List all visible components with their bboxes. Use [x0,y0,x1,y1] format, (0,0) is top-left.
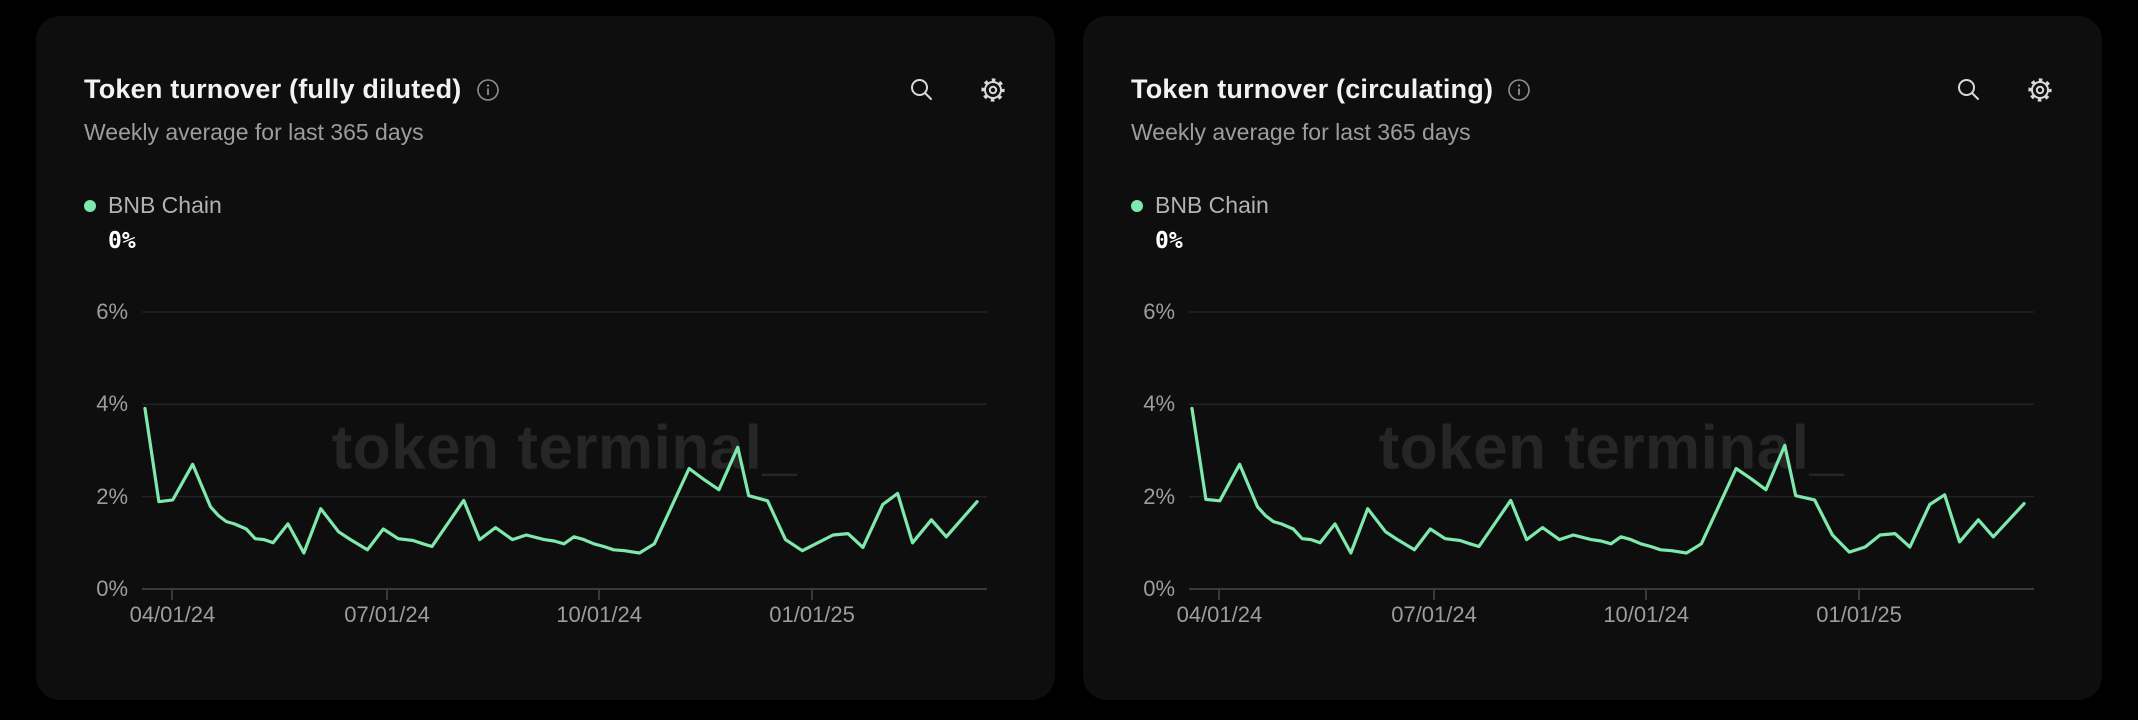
x-axis-tick [1218,589,1221,600]
card-header: Token turnover (fully diluted) [84,74,1007,105]
x-axis-tick [598,589,601,600]
card-token-turnover-fully-diluted: Token turnover (fully diluted) [36,16,1055,700]
x-axis-label: 01/01/25 [1816,602,1902,627]
x-axis-label: 04/01/24 [129,602,216,627]
x-axis-tick [1433,589,1436,600]
x-axis-label: 10/01/24 [1603,602,1689,627]
y-axis-label: 0% [1143,576,1175,601]
card-subtitle: Weekly average for last 365 days [1131,119,1471,145]
line-series-bnb-chain [145,409,977,554]
chart-circulating: 0% 2% 4% 6% token terminal_ 04/01/24 07/01/2… [1131,299,2034,645]
y-axis: 0% 2% 4% 6% [84,299,142,601]
y-axis-label: 2% [1143,483,1175,509]
x-axis-label: 10/01/24 [556,602,642,627]
plot-area[interactable]: token terminal_ [1189,311,2034,590]
y-axis-label: 4% [1143,391,1175,417]
x-axis-tick [1645,589,1648,600]
header-actions [908,76,1007,104]
chart-fully-diluted: 0% 2% 4% 6% token terminal_ 04/01/24 07/01/2… [84,299,987,645]
legend-dot-bnb-chain [1131,199,1143,212]
y-axis-label: 0% [96,576,128,601]
plot-area[interactable]: token terminal_ [142,311,987,590]
x-axis-tick [811,589,814,600]
x-axis-tick [171,589,174,600]
search-icon[interactable] [908,76,935,103]
info-icon[interactable] [476,78,500,102]
card-header: Token turnover (circulating) [1131,74,2054,105]
token-terminal-watermark: token terminal_ [331,413,798,483]
card-title: Token turnover (fully diluted) [84,74,462,104]
x-axis-tick [1858,589,1861,600]
search-icon[interactable] [1955,76,1982,103]
x-axis: 04/01/24 07/01/24 10/01/24 01/01/25 [1177,589,2034,645]
legend: BNB Chain 0% [1131,192,2054,254]
info-icon[interactable] [1507,78,1531,102]
settings-gear-icon[interactable] [979,76,1007,104]
settings-gear-icon[interactable] [2026,76,2054,104]
x-axis-label: 04/01/24 [1176,602,1263,627]
legend-label-bnb-chain[interactable]: BNB Chain [1155,192,1269,218]
card-token-turnover-circulating: Token turnover (circulating) [1083,16,2102,700]
y-axis-label: 6% [96,299,128,324]
legend-label-bnb-chain[interactable]: BNB Chain [108,192,222,218]
token-terminal-watermark: token terminal_ [1378,413,1845,483]
y-axis: 0% 2% 4% 6% [1131,299,1189,601]
y-axis-label: 2% [96,483,128,509]
header-actions [1955,76,2054,104]
card-title: Token turnover (circulating) [1131,74,1494,104]
y-axis-label: 6% [1143,299,1175,324]
line-series-bnb-chain [1192,409,2024,554]
legend-value-bnb-chain: 0% [1155,228,1183,254]
x-axis-label: 07/01/24 [1391,602,1477,627]
legend-dot-bnb-chain [84,199,96,212]
x-axis: 04/01/24 07/01/24 10/01/24 01/01/25 [130,589,987,645]
legend-value-bnb-chain: 0% [108,228,136,254]
x-axis-tick [386,589,389,600]
legend: BNB Chain 0% [84,192,1007,254]
x-axis-label: 07/01/24 [344,602,430,627]
y-axis-label: 4% [96,391,128,417]
x-axis-label: 01/01/25 [769,602,855,627]
card-subtitle: Weekly average for last 365 days [84,119,424,145]
